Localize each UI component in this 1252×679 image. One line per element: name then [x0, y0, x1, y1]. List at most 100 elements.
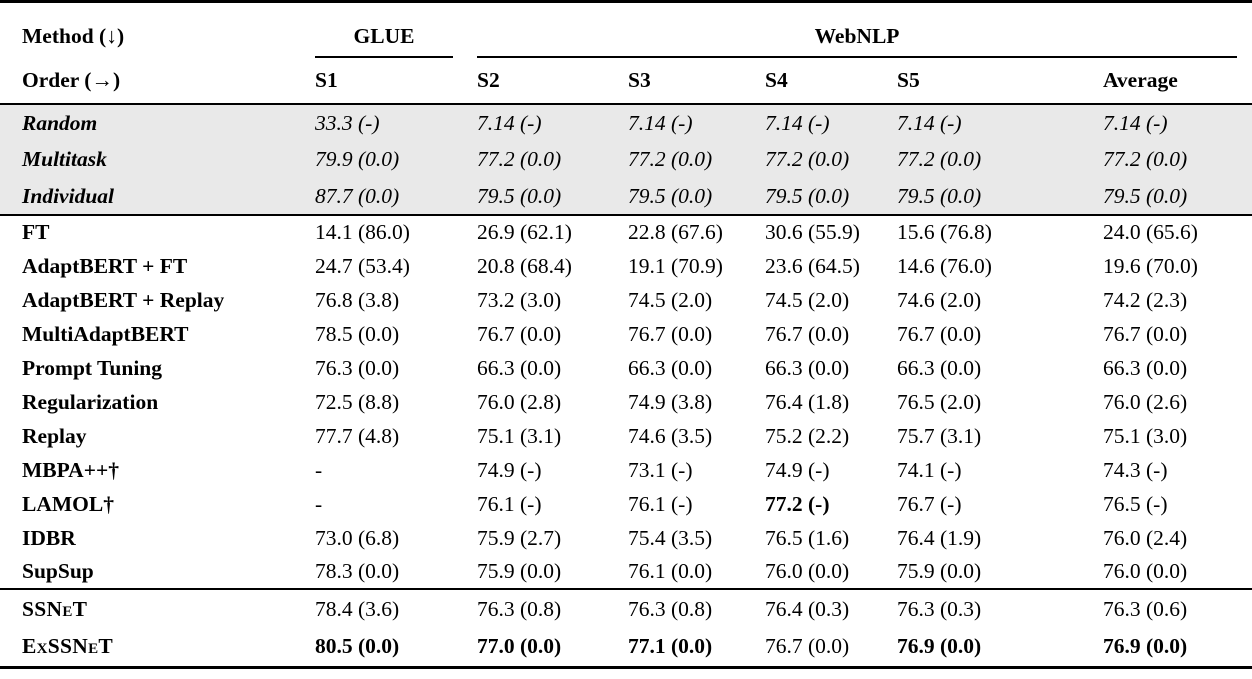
method-cell: SupSup	[22, 559, 94, 583]
value-cell: 74.6 (2.0)	[897, 287, 982, 312]
value-cell: 14.6 (76.0)	[897, 253, 992, 278]
methods-section: FT 14.1 (86.0) 26.9 (62.1) 22.8 (67.6) 30.6 …	[0, 214, 1252, 589]
value-cell: 76.4 (0.3)	[765, 588, 897, 628]
value-cell: 66.3 (0.0)	[477, 355, 562, 380]
value-cell: 74.2 (2.3)	[1103, 287, 1188, 312]
value-cell: 77.2 (0.0)	[765, 147, 850, 171]
value-cell: 74.3 (-)	[1103, 457, 1168, 482]
value-cell: 74.1 (-)	[897, 457, 962, 482]
method-cell: FT	[0, 214, 315, 249]
column-header-s5: S5	[897, 58, 1103, 105]
value-cell: 74.9 (-)	[477, 457, 542, 482]
value-cell: 7.14 (-)	[1103, 110, 1168, 135]
table-row: Random 33.3 (-) 7.14 (-) 7.14 (-) 7.14 (-) 7.…	[0, 104, 1252, 141]
value-cell: 76.5 (1.6)	[765, 525, 850, 550]
value-cell: 76.3 (0.6)	[1103, 588, 1252, 628]
value-cell: 76.7 (0.0)	[765, 321, 850, 346]
value-cell: 23.6 (64.5)	[765, 253, 860, 278]
value-cell: 76.0 (2.4)	[1103, 525, 1188, 550]
value-cell: 74.6 (3.5)	[628, 423, 713, 448]
table-row: LAMOL† - 76.1 (-) 76.1 (-) 77.2 (-) 76.7 (-) 7…	[0, 487, 1252, 521]
value-cell: 80.5 (0.0)	[315, 634, 400, 659]
value-cell: 76.5 (-)	[1103, 491, 1168, 516]
header-order-row: Order (→) S1 S2 S3 S4 S5 Average	[0, 58, 1252, 105]
method-cell: Individual	[22, 183, 114, 208]
ours-section: SSNeT 78.4 (3.6) 76.3 (0.8) 76.3 (0.8) 76.4 …	[0, 588, 1252, 667]
value-cell: 73.2 (3.0)	[477, 287, 562, 312]
value-cell: 76.7 (0.0)	[1103, 321, 1188, 346]
value-cell: 77.2 (0.0)	[1103, 147, 1188, 171]
value-cell: 19.1 (70.9)	[628, 253, 723, 278]
column-header-s1: S1	[315, 58, 477, 105]
value-cell: 77.0 (0.0)	[477, 634, 562, 659]
value-cell: 74.5 (2.0)	[765, 287, 850, 312]
value-cell: 87.7 (0.0)	[315, 183, 400, 208]
table-row: SSNeT 78.4 (3.6) 76.3 (0.8) 76.3 (0.8) 76.4 …	[0, 588, 1252, 628]
value-cell: 76.5 (2.0)	[897, 389, 982, 414]
value-cell: 74.5 (2.0)	[628, 287, 713, 312]
column-header-s4: S4	[765, 58, 897, 105]
value-cell: 73.0 (6.8)	[315, 525, 400, 550]
value-cell: 7.14 (-)	[765, 110, 830, 135]
table-row: FT 14.1 (86.0) 26.9 (62.1) 22.8 (67.6) 30.6 …	[0, 214, 1252, 249]
value-cell: 75.7 (3.1)	[897, 423, 982, 448]
method-cell: Random	[22, 110, 98, 135]
value-cell: 75.1 (3.1)	[477, 423, 562, 448]
table-row: AdaptBERT + Replay 76.8 (3.8) 73.2 (3.0) 74…	[0, 283, 1252, 317]
value-cell: 77.7 (4.8)	[315, 423, 400, 448]
value-cell: 76.4 (1.8)	[765, 389, 850, 414]
table-row: Replay 77.7 (4.8) 75.1 (3.1) 74.6 (3.5) 75.2…	[0, 419, 1252, 453]
group-label-webnlp: WebNLP	[477, 24, 1238, 58]
value-cell: 7.14 (-)	[897, 110, 962, 135]
value-cell: 73.1 (-)	[628, 457, 693, 482]
header-group-row: Method (↓) GLUE WebNLP	[0, 2, 1252, 58]
table-row: Prompt Tuning 76.3 (0.0) 66.3 (0.0) 66.3 (0…	[0, 351, 1252, 385]
header-group-webnlp: WebNLP	[477, 2, 1252, 58]
column-header-s2: S2	[477, 58, 628, 105]
table-row: AdaptBERT + FT 24.7 (53.4) 20.8 (68.4) 19.1…	[0, 249, 1252, 283]
value-cell: 15.6 (76.8)	[897, 214, 1103, 249]
method-cell: AdaptBERT + FT	[22, 253, 188, 278]
value-cell: 74.9 (3.8)	[628, 389, 713, 414]
value-cell: 30.6 (55.9)	[765, 214, 897, 249]
value-cell: 76.0 (2.8)	[477, 389, 562, 414]
value-cell: 20.8 (68.4)	[477, 253, 572, 278]
value-cell: 79.5 (0.0)	[1103, 183, 1188, 208]
method-cell: Regularization	[22, 389, 159, 414]
value-cell: 76.3 (0.3)	[897, 588, 1103, 628]
method-cell: IDBR	[22, 525, 76, 550]
baselines-section: Random 33.3 (-) 7.14 (-) 7.14 (-) 7.14 (-) 7.…	[0, 104, 1252, 215]
value-cell: 76.1 (0.0)	[628, 559, 713, 583]
value-cell: 74.9 (-)	[765, 457, 830, 482]
value-cell: 14.1 (86.0)	[315, 214, 477, 249]
method-cell: SSNeT	[0, 588, 315, 628]
value-cell: 76.9 (0.0)	[897, 634, 982, 659]
value-cell: 75.1 (3.0)	[1103, 423, 1188, 448]
value-cell: 77.1 (0.0)	[628, 634, 713, 659]
header-method-label: Method (↓)	[22, 24, 125, 48]
table-header: Method (↓) GLUE WebNLP Order (→) S1 S2 S…	[0, 2, 1252, 105]
value-cell: 79.5 (0.0)	[477, 183, 562, 208]
value-cell: 76.1 (-)	[477, 491, 542, 516]
value-cell: 76.1 (-)	[628, 491, 693, 516]
method-cell: AdaptBERT + Replay	[22, 287, 225, 312]
value-cell: 24.7 (53.4)	[315, 253, 410, 278]
table-row: SupSup 78.3 (0.0) 75.9 (0.0) 76.1 (0.0) 76.0…	[0, 555, 1252, 589]
value-cell: 75.9 (0.0)	[477, 559, 562, 583]
value-cell: 76.8 (3.8)	[315, 287, 400, 312]
value-cell: 75.2 (2.2)	[765, 423, 850, 448]
value-cell: 22.8 (67.6)	[628, 214, 765, 249]
value-cell: 76.7 (0.0)	[897, 321, 982, 346]
value-cell: 76.4 (1.9)	[897, 525, 982, 550]
value-cell: 24.0 (65.6)	[1103, 214, 1252, 249]
value-cell: 77.2 (-)	[765, 491, 830, 516]
value-cell: 76.3 (0.8)	[477, 588, 628, 628]
value-cell: 79.5 (0.0)	[765, 183, 850, 208]
value-cell: 72.5 (8.8)	[315, 389, 400, 414]
value-cell: 76.0 (0.0)	[1103, 559, 1188, 583]
value-cell: 75.9 (2.7)	[477, 525, 562, 550]
value-cell: 7.14 (-)	[477, 110, 542, 135]
value-cell: 76.0 (2.6)	[1103, 389, 1188, 414]
value-cell: 66.3 (0.0)	[765, 355, 850, 380]
